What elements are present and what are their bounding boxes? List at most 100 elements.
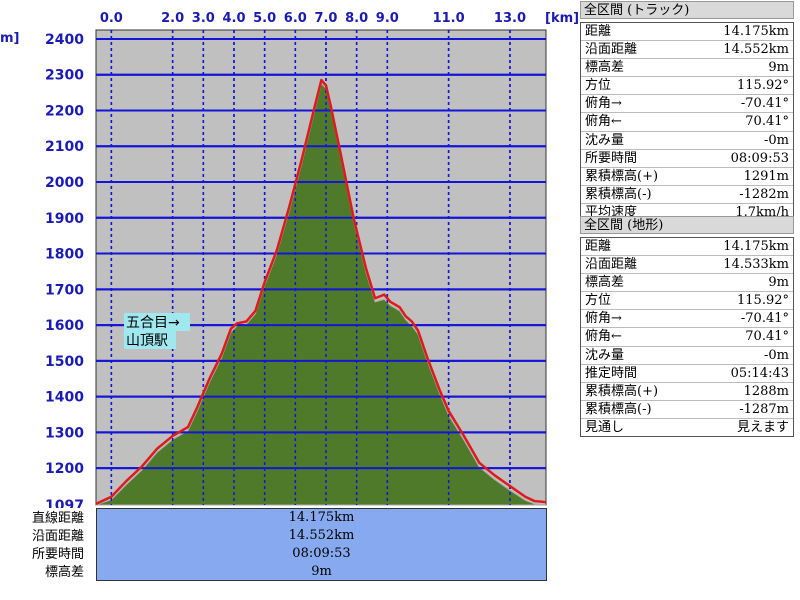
summary-value: 14.552km — [288, 528, 355, 543]
y-tick-label: 1300 — [45, 425, 84, 441]
x-tick-label: 11.0 — [433, 11, 465, 26]
stats-row: 所要時間 08:09:53 — [581, 150, 793, 168]
stats-key: 見通し — [585, 419, 625, 435]
x-tick-label: 2.0 — [161, 11, 184, 26]
stats-value: -1282m — [739, 186, 789, 202]
stats-value: 1291m — [743, 168, 789, 184]
x-tick-label: 4.0 — [222, 11, 245, 26]
stats-row: 俯角← 70.41° — [581, 113, 793, 132]
annotation-box-2 — [124, 331, 176, 349]
stats-row: 累積標高(-) -1282m — [581, 186, 793, 204]
stats-row: 距離 14.175km — [581, 23, 793, 42]
stats-value: -1287m — [739, 401, 789, 417]
y-tick-label: 1097 — [45, 498, 84, 508]
y-tick-label: 1600 — [45, 318, 84, 334]
annotation-box-1 — [124, 313, 190, 331]
y-tick-label: 2100 — [45, 139, 84, 155]
x-tick-label: 7.0 — [314, 11, 337, 26]
annotation-line-2: 山頂駅 — [126, 333, 168, 349]
stats-value: -70.41° — [740, 96, 789, 112]
stats-row: 俯角→ -70.41° — [581, 95, 793, 114]
summary-labels: 直線距離 沿面距離 所要時間 標高差 — [0, 510, 90, 582]
stats-key: 俯角← — [585, 114, 622, 130]
stats-value: 14.175km — [723, 239, 789, 254]
elevation-chart: 0.0 2.0 3.0 4.0 5.0 6.0 7.0 8.0 9.0 11.0 13.0 1097… — [0, 11, 579, 508]
stats-value: 115.92° — [737, 78, 789, 94]
y-tick-label: 1900 — [45, 211, 84, 227]
stats-row: 俯角→ -70.41° — [581, 310, 793, 329]
plot-area — [95, 29, 547, 506]
stats-key: 沿面距離 — [585, 257, 638, 273]
stats-row: 沿面距離 14.533km — [581, 256, 793, 275]
stats-row: 沈み量 -0m — [581, 132, 793, 150]
x-tick-label: 0.0 — [100, 11, 123, 26]
stats-key: 推定時間 — [585, 365, 638, 381]
summary-label: 標高差 — [44, 565, 84, 580]
stats-key: 方位 — [585, 78, 612, 94]
stats-value: 70.41° — [745, 329, 789, 345]
stats-key: 累積標高(+) — [585, 168, 659, 184]
panel-title: 全区間 (地形) — [580, 216, 794, 234]
stats-key: 沈み量 — [585, 347, 625, 363]
summary-value: 08:09:53 — [292, 546, 351, 561]
stats-value: 1288m — [743, 383, 789, 399]
stats-value: 14.552km — [723, 42, 789, 58]
stats-row: 距離 14.175km — [581, 238, 793, 257]
stats-value: 14.533km — [723, 257, 789, 273]
track-stats-panel: 全区間 (トラック) 距離 14.175km 沿面距離 14.552km 標高差 9m 方位… — [580, 1, 794, 223]
track-line — [95, 78, 547, 506]
stats-value: -0m — [764, 347, 789, 363]
y-axis-ticks: 1097 1200 1300 1400 1500 1600 1700 1800 1900 2000… — [45, 32, 84, 508]
annotation: 五合目→ 山頂駅 — [124, 313, 190, 349]
annotation-line-1: 五合目→ — [126, 315, 180, 331]
stats-value: -70.41° — [740, 311, 789, 327]
y-tick-label: 2200 — [45, 103, 84, 119]
stats-value: 115.92° — [737, 293, 789, 309]
stats-row: 沈み量 -0m — [581, 347, 793, 365]
y-tick-label: 1700 — [45, 282, 84, 298]
y-tick-label: 1400 — [45, 390, 84, 406]
x-tick-label: 5.0 — [253, 11, 276, 26]
summary-value: 9m — [311, 564, 332, 579]
stats-key: 累積標高(-) — [585, 401, 652, 417]
stats-key: 俯角→ — [585, 96, 622, 112]
stats-value: -0m — [764, 132, 789, 148]
stats-key: 累積標高(+) — [585, 383, 659, 399]
stats-key: 沈み量 — [585, 132, 625, 148]
stats-value: 08:09:53 — [730, 150, 789, 166]
stats-value: 9m — [768, 60, 789, 76]
stats-key: 距離 — [585, 239, 612, 254]
stats-key: 標高差 — [585, 60, 625, 76]
stats-value: 9m — [768, 275, 789, 291]
stats-value: 70.41° — [745, 114, 789, 130]
stats-value: 14.175km — [723, 24, 789, 39]
summary-value: 14.175km — [288, 510, 355, 525]
x-unit-label: [km] — [545, 11, 579, 26]
y-tick-label: 1500 — [45, 354, 84, 370]
stats-row: 方位 115.92° — [581, 292, 793, 311]
summary-label: 所要時間 — [31, 547, 84, 562]
stats-row: 推定時間 05:14:43 — [581, 365, 793, 383]
stats-row: 累積標高(+) 1288m — [581, 383, 793, 401]
stats-row: 累積標高(+) 1291m — [581, 168, 793, 186]
summary-box: 14.175km 14.552km 08:09:53 9m — [96, 508, 547, 581]
stats-value: 05:14:43 — [730, 365, 789, 381]
stats-key: 俯角← — [585, 329, 622, 345]
x-tick-label: 6.0 — [284, 11, 307, 26]
stats-row: 標高差 9m — [581, 274, 793, 293]
y-tick-label: 2300 — [45, 68, 84, 84]
stats-row: 標高差 9m — [581, 59, 793, 78]
x-tick-label: 3.0 — [192, 11, 215, 26]
x-tick-label: 8.0 — [345, 11, 368, 26]
x-tick-label: 13.0 — [494, 11, 526, 26]
y-tick-label: 2000 — [45, 175, 84, 191]
x-axis-ticks: 0.0 2.0 3.0 4.0 5.0 6.0 7.0 8.0 9.0 11.0 13.0 — [100, 11, 526, 26]
stats-key: 累積標高(-) — [585, 186, 652, 202]
stats-row: 俯角← 70.41° — [581, 328, 793, 347]
y-tick-label: 1200 — [45, 461, 84, 477]
stats-key: 所要時間 — [585, 150, 638, 166]
x-tick-label: 9.0 — [376, 11, 399, 26]
stats-key: 標高差 — [585, 275, 625, 291]
stats-row: 沿面距離 14.552km — [581, 41, 793, 60]
panel-title: 全区間 (トラック) — [580, 1, 794, 19]
